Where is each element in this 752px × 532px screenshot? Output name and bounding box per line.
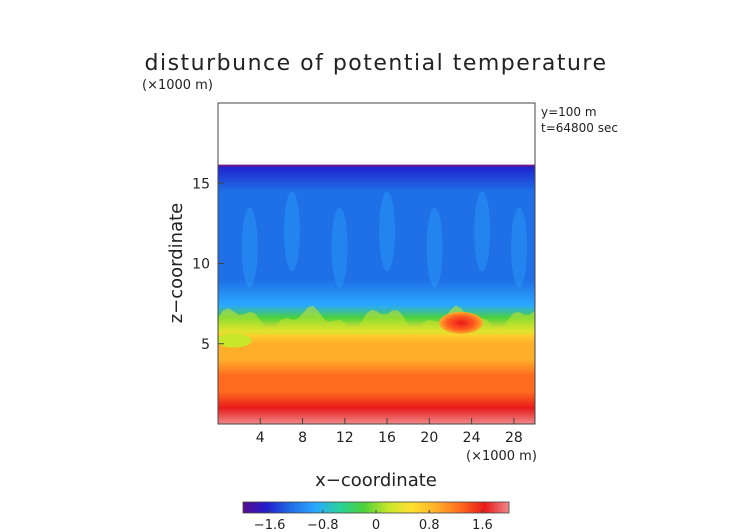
y-axis: 5 10 15 [192, 176, 224, 353]
x-tick-label: 12 [336, 430, 354, 446]
annotation-y: y=100 m [541, 105, 597, 119]
plume-streak [379, 191, 396, 272]
x-axis-label: x−coordinate [315, 470, 437, 491]
x-tick-label: 28 [505, 430, 523, 446]
colorbar-tick-label: 1.6 [472, 518, 493, 532]
y-tick-label: 5 [201, 337, 210, 353]
y-tick-label: 15 [192, 176, 210, 192]
x-tick-label: 16 [378, 430, 396, 446]
colorbar-tick-label: −1.6 [254, 518, 286, 532]
warm-bubble [439, 311, 484, 334]
x-tick-label: 24 [463, 430, 481, 446]
x-tick-label: 4 [256, 430, 265, 446]
colorbar-tick-label: −0.8 [307, 518, 339, 532]
y-tick-label: 10 [192, 257, 210, 273]
plume-streak [331, 207, 348, 288]
plume-streak [426, 207, 443, 288]
plume-streak [241, 207, 258, 288]
chart-title: disturbunce of potential temperature [145, 51, 608, 76]
field-fill [218, 165, 535, 424]
field-area [218, 164, 535, 424]
plume-streak [511, 207, 528, 288]
y-axis-label: z−coordinate [166, 203, 187, 324]
green-tongue [218, 333, 252, 348]
plume-streak [283, 191, 300, 272]
annotation-t: t=64800 sec [541, 121, 618, 135]
x-tick-label: 20 [420, 430, 438, 446]
colorbar-tick-label: 0.8 [419, 518, 440, 532]
x-unit-label: (×1000 m) [466, 449, 537, 464]
colorbar: −1.6 −0.8 0 0.8 1.6 [242, 501, 510, 532]
x-axis: 4 8 12 16 20 24 28 [256, 418, 523, 446]
y-unit-label: (×1000 m) [142, 78, 213, 93]
colorbar-tick-label: 0 [372, 518, 380, 532]
plume-streak [474, 191, 491, 272]
x-tick-label: 8 [298, 430, 307, 446]
